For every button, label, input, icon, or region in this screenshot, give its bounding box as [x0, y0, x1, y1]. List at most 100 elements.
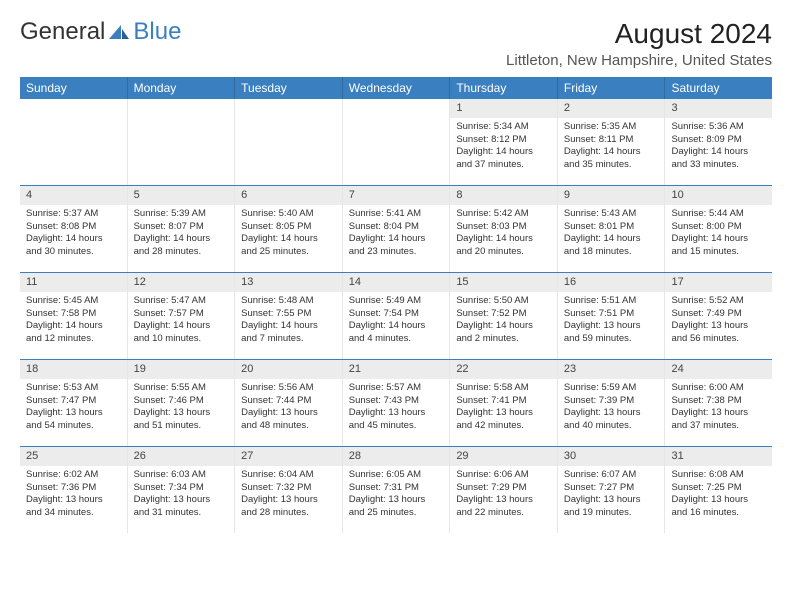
calendar-cell: 27Sunrise: 6:04 AMSunset: 7:32 PMDayligh… [235, 447, 343, 533]
daylight-text: Daylight: 14 hours and 7 minutes. [241, 320, 336, 346]
cell-body: Sunrise: 6:06 AMSunset: 7:29 PMDaylight:… [450, 466, 557, 524]
month-title: August 2024 [506, 18, 772, 50]
cell-body: Sunrise: 6:04 AMSunset: 7:32 PMDaylight:… [235, 466, 342, 524]
sunrise-text: Sunrise: 5:39 AM [134, 208, 229, 221]
sunset-text: Sunset: 7:46 PM [134, 395, 229, 408]
daylight-text: Daylight: 14 hours and 25 minutes. [241, 233, 336, 259]
sunset-text: Sunset: 8:00 PM [671, 221, 766, 234]
sunrise-text: Sunrise: 6:06 AM [456, 469, 551, 482]
day-number: 25 [20, 447, 127, 466]
sunset-text: Sunset: 7:49 PM [671, 308, 766, 321]
week-row: 18Sunrise: 5:53 AMSunset: 7:47 PMDayligh… [20, 359, 772, 446]
day-number: 26 [128, 447, 235, 466]
sunrise-text: Sunrise: 6:07 AM [564, 469, 659, 482]
sunset-text: Sunset: 8:03 PM [456, 221, 551, 234]
day-number: 5 [128, 186, 235, 205]
sunset-text: Sunset: 7:29 PM [456, 482, 551, 495]
day-header: Thursday [450, 77, 558, 99]
day-number: 22 [450, 360, 557, 379]
calendar-cell: 8Sunrise: 5:42 AMSunset: 8:03 PMDaylight… [450, 186, 558, 272]
day-number: 7 [343, 186, 450, 205]
sunset-text: Sunset: 8:05 PM [241, 221, 336, 234]
day-header: Saturday [665, 77, 772, 99]
day-number: 2 [558, 99, 665, 118]
daylight-text: Daylight: 13 hours and 42 minutes. [456, 407, 551, 433]
sunrise-text: Sunrise: 5:37 AM [26, 208, 121, 221]
sunrise-text: Sunrise: 5:48 AM [241, 295, 336, 308]
calendar-cell: 4Sunrise: 5:37 AMSunset: 8:08 PMDaylight… [20, 186, 128, 272]
calendar-cell: 28Sunrise: 6:05 AMSunset: 7:31 PMDayligh… [343, 447, 451, 533]
sunset-text: Sunset: 7:57 PM [134, 308, 229, 321]
calendar-cell: 30Sunrise: 6:07 AMSunset: 7:27 PMDayligh… [558, 447, 666, 533]
calendar-cell [20, 99, 128, 185]
day-header-row: SundayMondayTuesdayWednesdayThursdayFrid… [20, 77, 772, 99]
sunset-text: Sunset: 8:12 PM [456, 134, 551, 147]
sunrise-text: Sunrise: 5:42 AM [456, 208, 551, 221]
sunrise-text: Sunrise: 5:50 AM [456, 295, 551, 308]
day-number: 24 [665, 360, 772, 379]
sail-icon [109, 25, 129, 39]
day-number: 19 [128, 360, 235, 379]
cell-body: Sunrise: 5:57 AMSunset: 7:43 PMDaylight:… [343, 379, 450, 437]
daylight-text: Daylight: 13 hours and 48 minutes. [241, 407, 336, 433]
sunrise-text: Sunrise: 5:41 AM [349, 208, 444, 221]
sunset-text: Sunset: 7:55 PM [241, 308, 336, 321]
day-number: 20 [235, 360, 342, 379]
cell-body: Sunrise: 5:36 AMSunset: 8:09 PMDaylight:… [665, 118, 772, 176]
calendar-cell: 5Sunrise: 5:39 AMSunset: 8:07 PMDaylight… [128, 186, 236, 272]
daylight-text: Daylight: 13 hours and 34 minutes. [26, 494, 121, 520]
day-number: 16 [558, 273, 665, 292]
daylight-text: Daylight: 14 hours and 4 minutes. [349, 320, 444, 346]
day-header: Wednesday [343, 77, 451, 99]
calendar-cell [343, 99, 451, 185]
sunrise-text: Sunrise: 5:36 AM [671, 121, 766, 134]
sunrise-text: Sunrise: 5:49 AM [349, 295, 444, 308]
day-header: Friday [558, 77, 666, 99]
daylight-text: Daylight: 14 hours and 30 minutes. [26, 233, 121, 259]
cell-body: Sunrise: 5:42 AMSunset: 8:03 PMDaylight:… [450, 205, 557, 263]
cell-body: Sunrise: 5:55 AMSunset: 7:46 PMDaylight:… [128, 379, 235, 437]
daylight-text: Daylight: 13 hours and 37 minutes. [671, 407, 766, 433]
daylight-text: Daylight: 13 hours and 56 minutes. [671, 320, 766, 346]
calendar-cell: 13Sunrise: 5:48 AMSunset: 7:55 PMDayligh… [235, 273, 343, 359]
calendar-cell: 20 Sunrise: 5:56 AMSunset: 7:44 PMDayligh… [235, 360, 343, 446]
day-number: 11 [20, 273, 127, 292]
cell-body: Sunrise: 5:48 AMSunset: 7:55 PMDaylight:… [235, 292, 342, 350]
sunset-text: Sunset: 7:52 PM [456, 308, 551, 321]
calendar-cell [128, 99, 236, 185]
brand-logo: General Blue [20, 18, 181, 46]
daylight-text: Daylight: 14 hours and 2 minutes. [456, 320, 551, 346]
sunset-text: Sunset: 8:09 PM [671, 134, 766, 147]
sunrise-text: Sunrise: 5:34 AM [456, 121, 551, 134]
cell-body: Sunrise: 5:40 AMSunset: 8:05 PMDaylight:… [235, 205, 342, 263]
cell-body: Sunrise: 6:02 AMSunset: 7:36 PMDaylight:… [20, 466, 127, 524]
cell-body: Sunrise: 5:47 AMSunset: 7:57 PMDaylight:… [128, 292, 235, 350]
calendar-cell: 12Sunrise: 5:47 AMSunset: 7:57 PMDayligh… [128, 273, 236, 359]
day-number: 18 [20, 360, 127, 379]
brand-name-1: General [20, 18, 105, 46]
day-number: 21 [343, 360, 450, 379]
cell-body: Sunrise: 6:03 AMSunset: 7:34 PMDaylight:… [128, 466, 235, 524]
sunrise-text: Sunrise: 5:56 AM [241, 382, 336, 395]
sunrise-text: Sunrise: 5:53 AM [26, 382, 121, 395]
sunrise-text: Sunrise: 5:57 AM [349, 382, 444, 395]
sunset-text: Sunset: 7:58 PM [26, 308, 121, 321]
calendar-cell: 18Sunrise: 5:53 AMSunset: 7:47 PMDayligh… [20, 360, 128, 446]
day-number: 10 [665, 186, 772, 205]
day-number: 15 [450, 273, 557, 292]
cell-body: Sunrise: 5:50 AMSunset: 7:52 PMDaylight:… [450, 292, 557, 350]
calendar-cell: 22Sunrise: 5:58 AMSunset: 7:41 PMDayligh… [450, 360, 558, 446]
sunset-text: Sunset: 7:38 PM [671, 395, 766, 408]
sunset-text: Sunset: 7:44 PM [241, 395, 336, 408]
daylight-text: Daylight: 14 hours and 33 minutes. [671, 146, 766, 172]
day-number: 29 [450, 447, 557, 466]
sunrise-text: Sunrise: 5:58 AM [456, 382, 551, 395]
day-number: 1 [450, 99, 557, 118]
day-number: 3 [665, 99, 772, 118]
sunset-text: Sunset: 7:34 PM [134, 482, 229, 495]
week-row: 4Sunrise: 5:37 AMSunset: 8:08 PMDaylight… [20, 185, 772, 272]
sunrise-text: Sunrise: 6:00 AM [671, 382, 766, 395]
sunrise-text: Sunrise: 5:40 AM [241, 208, 336, 221]
calendar-cell: 24 Sunrise: 6:00 AMSunset: 7:38 PMDayligh… [665, 360, 772, 446]
day-header: Sunday [20, 77, 128, 99]
